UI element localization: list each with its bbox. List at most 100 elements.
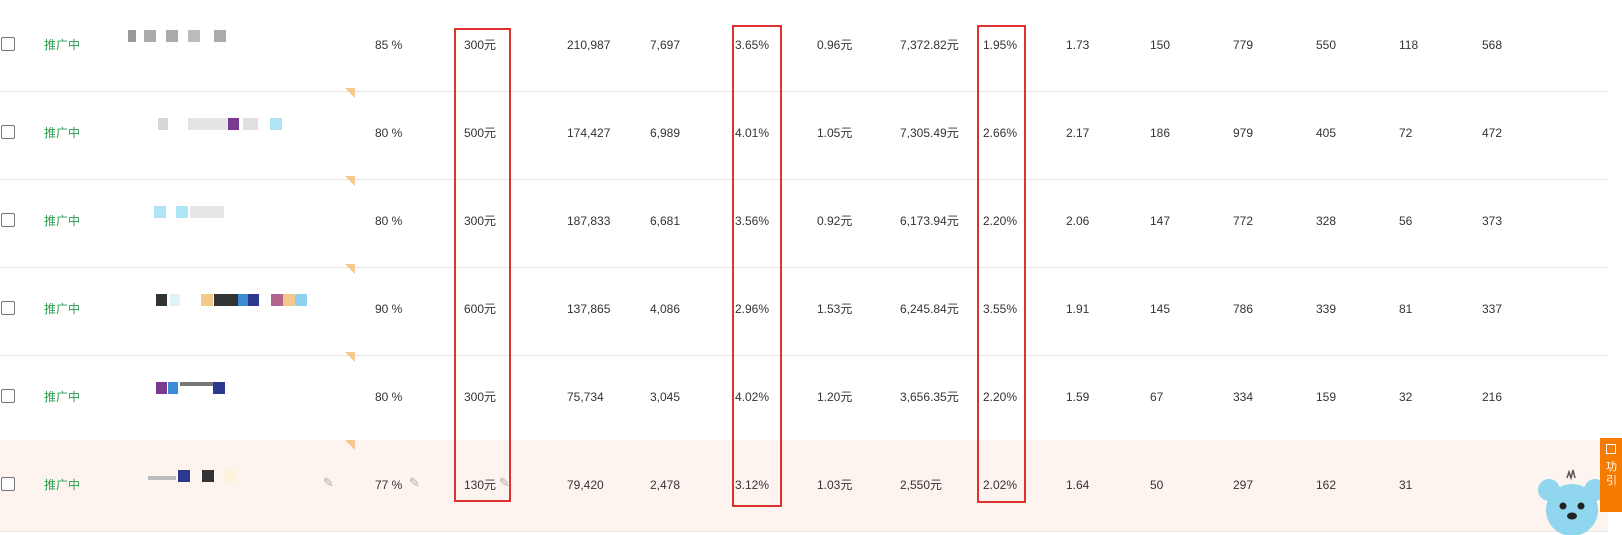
metric-2: 186: [1150, 126, 1171, 140]
cost-value: 6,245.84元: [900, 302, 959, 316]
status-label: 推广中: [44, 38, 81, 52]
side-tab-square-icon: [1606, 444, 1616, 454]
table-row[interactable]: 推广中 85 % 300元 210,987 7,697 3.65% 0.96元 …: [0, 0, 1608, 92]
metric-2: 50: [1150, 478, 1164, 492]
metric-3: 786: [1233, 302, 1254, 316]
campaign-name-redacted[interactable]: [128, 382, 328, 398]
metric-3: 779: [1233, 38, 1254, 52]
mascot-assistant-icon[interactable]: [1537, 468, 1607, 535]
budget-value: 130元: [464, 478, 497, 492]
metric-6: 373: [1482, 214, 1503, 228]
metric-5: 32: [1399, 390, 1413, 404]
metric-4: 550: [1316, 38, 1337, 52]
metric-3: 772: [1233, 214, 1254, 228]
percent-value: 80 %: [375, 214, 403, 228]
clicks-value: 7,697: [650, 38, 681, 52]
metric-5: 81: [1399, 302, 1413, 316]
percent-value: 90 %: [375, 302, 403, 316]
side-tab-line2: 引: [1606, 475, 1617, 487]
row-checkbox[interactable]: [1, 125, 15, 139]
metric-6: 472: [1482, 126, 1503, 140]
row-checkbox[interactable]: [1, 389, 15, 403]
ctr-value: 4.01%: [735, 126, 770, 140]
impressions-value: 75,734: [567, 390, 604, 404]
clicks-value: 4,086: [650, 302, 681, 316]
campaign-name-redacted[interactable]: [128, 118, 328, 134]
metric-5: 118: [1399, 38, 1419, 52]
table-row[interactable]: 推广中 80 % 500元 174,427 6,989 4.01% 1.05元 …: [0, 88, 1608, 180]
metric-4: 405: [1316, 126, 1337, 140]
percent-value: 85 %: [375, 38, 403, 52]
cpc-value: 1.20元: [817, 390, 853, 404]
metric-4: 159: [1316, 390, 1337, 404]
edit-budget-pencil-icon[interactable]: ✎: [499, 475, 510, 490]
campaign-name-redacted[interactable]: [128, 30, 328, 46]
rate-column-highlight-box: [977, 25, 1026, 503]
table-row[interactable]: 推广中 ✎ 77 % ✎ 130元 ✎ 79,420 2,478 3.12% 1…: [0, 440, 1608, 532]
campaign-name-redacted[interactable]: [128, 294, 328, 310]
metric-2: 150: [1150, 38, 1171, 52]
metric-1: 1.73: [1066, 38, 1090, 52]
table-row[interactable]: 推广中 80 % 300元 75,734 3,045 4.02% 1.20元 3…: [0, 352, 1608, 444]
campaign-name-redacted[interactable]: [128, 470, 328, 486]
impressions-value: 187,833: [567, 214, 611, 228]
metric-2: 147: [1150, 214, 1171, 228]
metric-3: 979: [1233, 126, 1254, 140]
corner-flag-icon: [345, 264, 355, 274]
impressions-value: 210,987: [567, 38, 611, 52]
row-checkbox[interactable]: [1, 37, 15, 51]
rate-value: 3.55%: [983, 302, 1018, 316]
impressions-value: 174,427: [567, 126, 611, 140]
metric-4: 162: [1316, 478, 1337, 492]
campaign-name-redacted[interactable]: [128, 206, 328, 222]
rate-value: 2.02%: [983, 478, 1018, 492]
ctr-column-highlight-box: [732, 25, 782, 507]
metric-4: 328: [1316, 214, 1337, 228]
side-helper-tab[interactable]: 功 引: [1600, 438, 1622, 512]
metric-1: 2.17: [1066, 126, 1090, 140]
rate-value: 2.20%: [983, 390, 1018, 404]
status-label: 推广中: [44, 126, 81, 140]
cost-value: 6,173.94元: [900, 214, 959, 228]
percent-value: 80 %: [375, 126, 403, 140]
row-checkbox[interactable]: [1, 213, 15, 227]
row-checkbox[interactable]: [1, 301, 15, 315]
budget-value: 300元: [464, 38, 497, 52]
ctr-value: 3.56%: [735, 214, 770, 228]
corner-flag-icon: [345, 352, 355, 362]
metric-2: 145: [1150, 302, 1171, 316]
clicks-value: 3,045: [650, 390, 681, 404]
status-label: 推广中: [44, 302, 81, 316]
impressions-value: 79,420: [567, 478, 604, 492]
status-label: 推广中: [44, 390, 81, 404]
percent-value: 77 %: [375, 478, 403, 492]
edit-percent-pencil-icon[interactable]: ✎: [409, 475, 420, 490]
table-row[interactable]: 推广中 90 % 600元 137,865 4,086 2.96% 1.53元 …: [0, 264, 1608, 356]
edit-name-pencil-icon[interactable]: ✎: [323, 475, 334, 490]
impressions-value: 137,865: [567, 302, 611, 316]
cost-value: 7,305.49元: [900, 126, 959, 140]
metric-3: 297: [1233, 478, 1254, 492]
rate-value: 2.66%: [983, 126, 1018, 140]
table-row[interactable]: 推广中 80 % 300元 187,833 6,681 3.56% 0.92元 …: [0, 176, 1608, 268]
budget-value: 300元: [464, 214, 497, 228]
clicks-value: 6,989: [650, 126, 681, 140]
clicks-value: 6,681: [650, 214, 681, 228]
status-label: 推广中: [44, 478, 81, 492]
row-checkbox[interactable]: [1, 477, 15, 491]
metric-6: 337: [1482, 302, 1503, 316]
metric-1: 1.91: [1066, 302, 1090, 316]
cost-value: 7,372.82元: [900, 38, 959, 52]
percent-value: 80 %: [375, 390, 403, 404]
metric-3: 334: [1233, 390, 1254, 404]
ctr-value: 2.96%: [735, 302, 770, 316]
rate-value: 2.20%: [983, 214, 1018, 228]
cpc-value: 1.53元: [817, 302, 853, 316]
cpc-value: 1.03元: [817, 478, 853, 492]
metric-6: 216: [1482, 390, 1503, 404]
budget-column-highlight-box: [454, 28, 511, 502]
cpc-value: 0.96元: [817, 38, 853, 52]
metric-6: 568: [1482, 38, 1503, 52]
corner-flag-icon: [345, 176, 355, 186]
metric-1: 2.06: [1066, 214, 1090, 228]
